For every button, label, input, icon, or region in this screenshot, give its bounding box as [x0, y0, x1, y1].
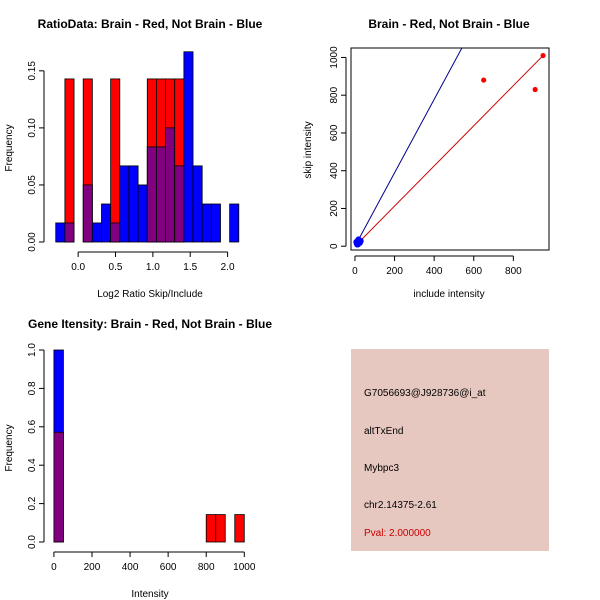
ratio-bar-not-brain-17 [210, 203, 221, 243]
ratio-bar-tall-6 [110, 78, 121, 243]
ratio-bar-not-brain-5 [101, 203, 112, 243]
ratio-y-tick-label-2: 0.10 [27, 118, 38, 138]
gene-bar-brain-19 [234, 514, 245, 543]
ratio-histogram-panel: RatioData: Brain - Red, Not Brain - Blue… [4, 17, 263, 300]
ratio-y-tick-label-1: 0.05 [27, 175, 38, 195]
scatter-points [353, 52, 546, 248]
ratio-bar-tall-1 [64, 78, 75, 243]
ratio-bar-not-brain-15 [192, 165, 203, 243]
ratio-histogram-axes: 0.00 0.05 0.10 0.15 0.0 0.5 1.0 1.5 2.0 [27, 61, 235, 273]
scatter-x-tick-label-4: 800 [505, 266, 522, 277]
scatter-point-not-brain-9 [354, 240, 362, 248]
ratio-bar-overlap-6 [110, 222, 121, 243]
scatter-title: Brain - Red, Not Brain - Blue [368, 17, 530, 31]
scatter-ylabel: skip intensity [303, 121, 314, 178]
gene-x-tick-label-1: 200 [84, 562, 101, 573]
scatter-point-brain-0 [481, 77, 487, 83]
gene-bar-overlap-0 [53, 431, 64, 543]
scatter-x-tick-label-0: 0 [352, 266, 358, 277]
ratio-histogram-xlabel: Log2 Ratio Skip/Include [97, 289, 203, 300]
ratio-x-tick-label-1: 0.5 [109, 262, 123, 273]
ratio-bar-not-brain-4 [91, 222, 102, 243]
ratio-bar-not-brain-7 [119, 165, 130, 243]
ratio-bar-not-brain-14 [183, 51, 194, 243]
gene-bar-brain-17 [215, 514, 226, 543]
scatter-x-tick-label-2: 400 [426, 266, 443, 277]
ratio-y-tick-label-0: 0.00 [27, 232, 38, 252]
ratio-bar-overlap-12 [165, 127, 176, 243]
scatter-y-tick-label-3: 600 [329, 124, 340, 141]
scatter-point-brain-1 [532, 86, 538, 93]
gene-y-tick-label-3: 0.6 [27, 419, 38, 433]
ratio-bar-not-brain-0 [55, 222, 66, 243]
gene-intensity-ylabel: Frequency [4, 424, 15, 471]
ratio-bar-overlap-11 [156, 146, 166, 243]
pval-text: Pval: 2.000000 [364, 528, 431, 539]
scatter-x-tick-label-1: 200 [386, 266, 403, 277]
ratio-bar-overlap-3 [82, 184, 93, 243]
ratio-bar-not-brain-8 [128, 165, 139, 243]
gene-y-tick-label-0: 0.0 [27, 535, 38, 549]
gene-x-tick-label-5: 1000 [233, 562, 256, 573]
scatter-fit-line-1 [354, 55, 544, 247]
scatter-point-brain-2 [540, 52, 546, 59]
scatter-y-tick-label-4: 800 [329, 86, 340, 103]
scatter-x-tick-label-3: 600 [465, 266, 482, 277]
ratio-bar-not-brain-16 [201, 203, 212, 243]
gene-intensity-xlabel: Intensity [131, 589, 168, 600]
gene-bar-brain-16 [205, 514, 217, 543]
gene-name-text: Mybpc3 [364, 463, 399, 474]
gene-x-tick-label-2: 400 [122, 562, 139, 573]
probe-id-text: G7056693@J928736@i_at [364, 388, 486, 399]
ratio-bar-overlap-10 [146, 146, 157, 243]
ratio-x-tick-label-4: 2.0 [221, 262, 235, 273]
scatter-y-tick-label-0: 0 [329, 243, 340, 249]
gene-x-tick-label-0: 0 [51, 562, 57, 573]
event-type-text: altTxEnd [364, 426, 403, 437]
scatter-y-tick-label-1: 200 [329, 200, 340, 217]
gene-x-tick-label-4: 800 [198, 562, 215, 573]
gene-y-tick-label-5: 1.0 [27, 343, 38, 357]
ratio-x-tick-label-3: 1.5 [183, 262, 197, 273]
gene-intensity-bars [53, 349, 245, 543]
gene-y-tick-label-4: 0.8 [27, 381, 38, 395]
probe-info-panel: G7056693@J928736@i_at altTxEnd Mybpc3 ch… [351, 349, 549, 551]
intensity-scatter-panel: Brain - Red, Not Brain - Blue include in… [303, 17, 550, 300]
probe-info-background [351, 349, 549, 551]
gene-x-tick-label-3: 600 [160, 562, 177, 573]
scatter-y-tick-label-5: 1000 [329, 46, 340, 69]
scatter-y-tick-label-2: 400 [329, 162, 340, 179]
ratio-x-tick-label-2: 1.0 [146, 262, 160, 273]
gene-intensity-histogram-panel: Gene Itensity: Brain - Red, Not Brain - … [4, 317, 272, 600]
ratio-bar-overlap-1 [64, 222, 75, 243]
location-text: chr2.14375-2.61 [364, 500, 437, 511]
scatter-axes: 0 200 400 600 800 1000 0 200 400 600 800 [329, 46, 522, 277]
ratio-histogram-title: RatioData: Brain - Red, Not Brain - Blue [38, 17, 263, 31]
scatter-xlabel: include intensity [413, 289, 484, 300]
gene-intensity-title: Gene Itensity: Brain - Red, Not Brain - … [28, 317, 272, 331]
ratio-histogram-ylabel: Frequency [4, 124, 15, 171]
ratio-histogram-bars [55, 51, 240, 243]
gene-y-tick-label-1: 0.2 [27, 496, 38, 510]
gene-intensity-axes: 0.0 0.2 0.4 0.6 0.8 1.0 0 200 400 600 800 1000 [27, 343, 256, 573]
scatter-plot-box [350, 47, 550, 251]
gene-y-tick-label-2: 0.4 [27, 458, 38, 472]
ratio-bar-not-brain-19 [229, 203, 240, 243]
ratio-x-tick-label-0: 0.0 [71, 262, 85, 273]
ratio-bar-not-brain-9 [137, 184, 148, 243]
ratio-y-tick-label-3: 0.15 [27, 61, 38, 81]
scatter-fit-line-0 [354, 48, 463, 247]
scatter-fit-lines [354, 48, 544, 247]
ratio-bar-overlap-13 [174, 165, 185, 243]
